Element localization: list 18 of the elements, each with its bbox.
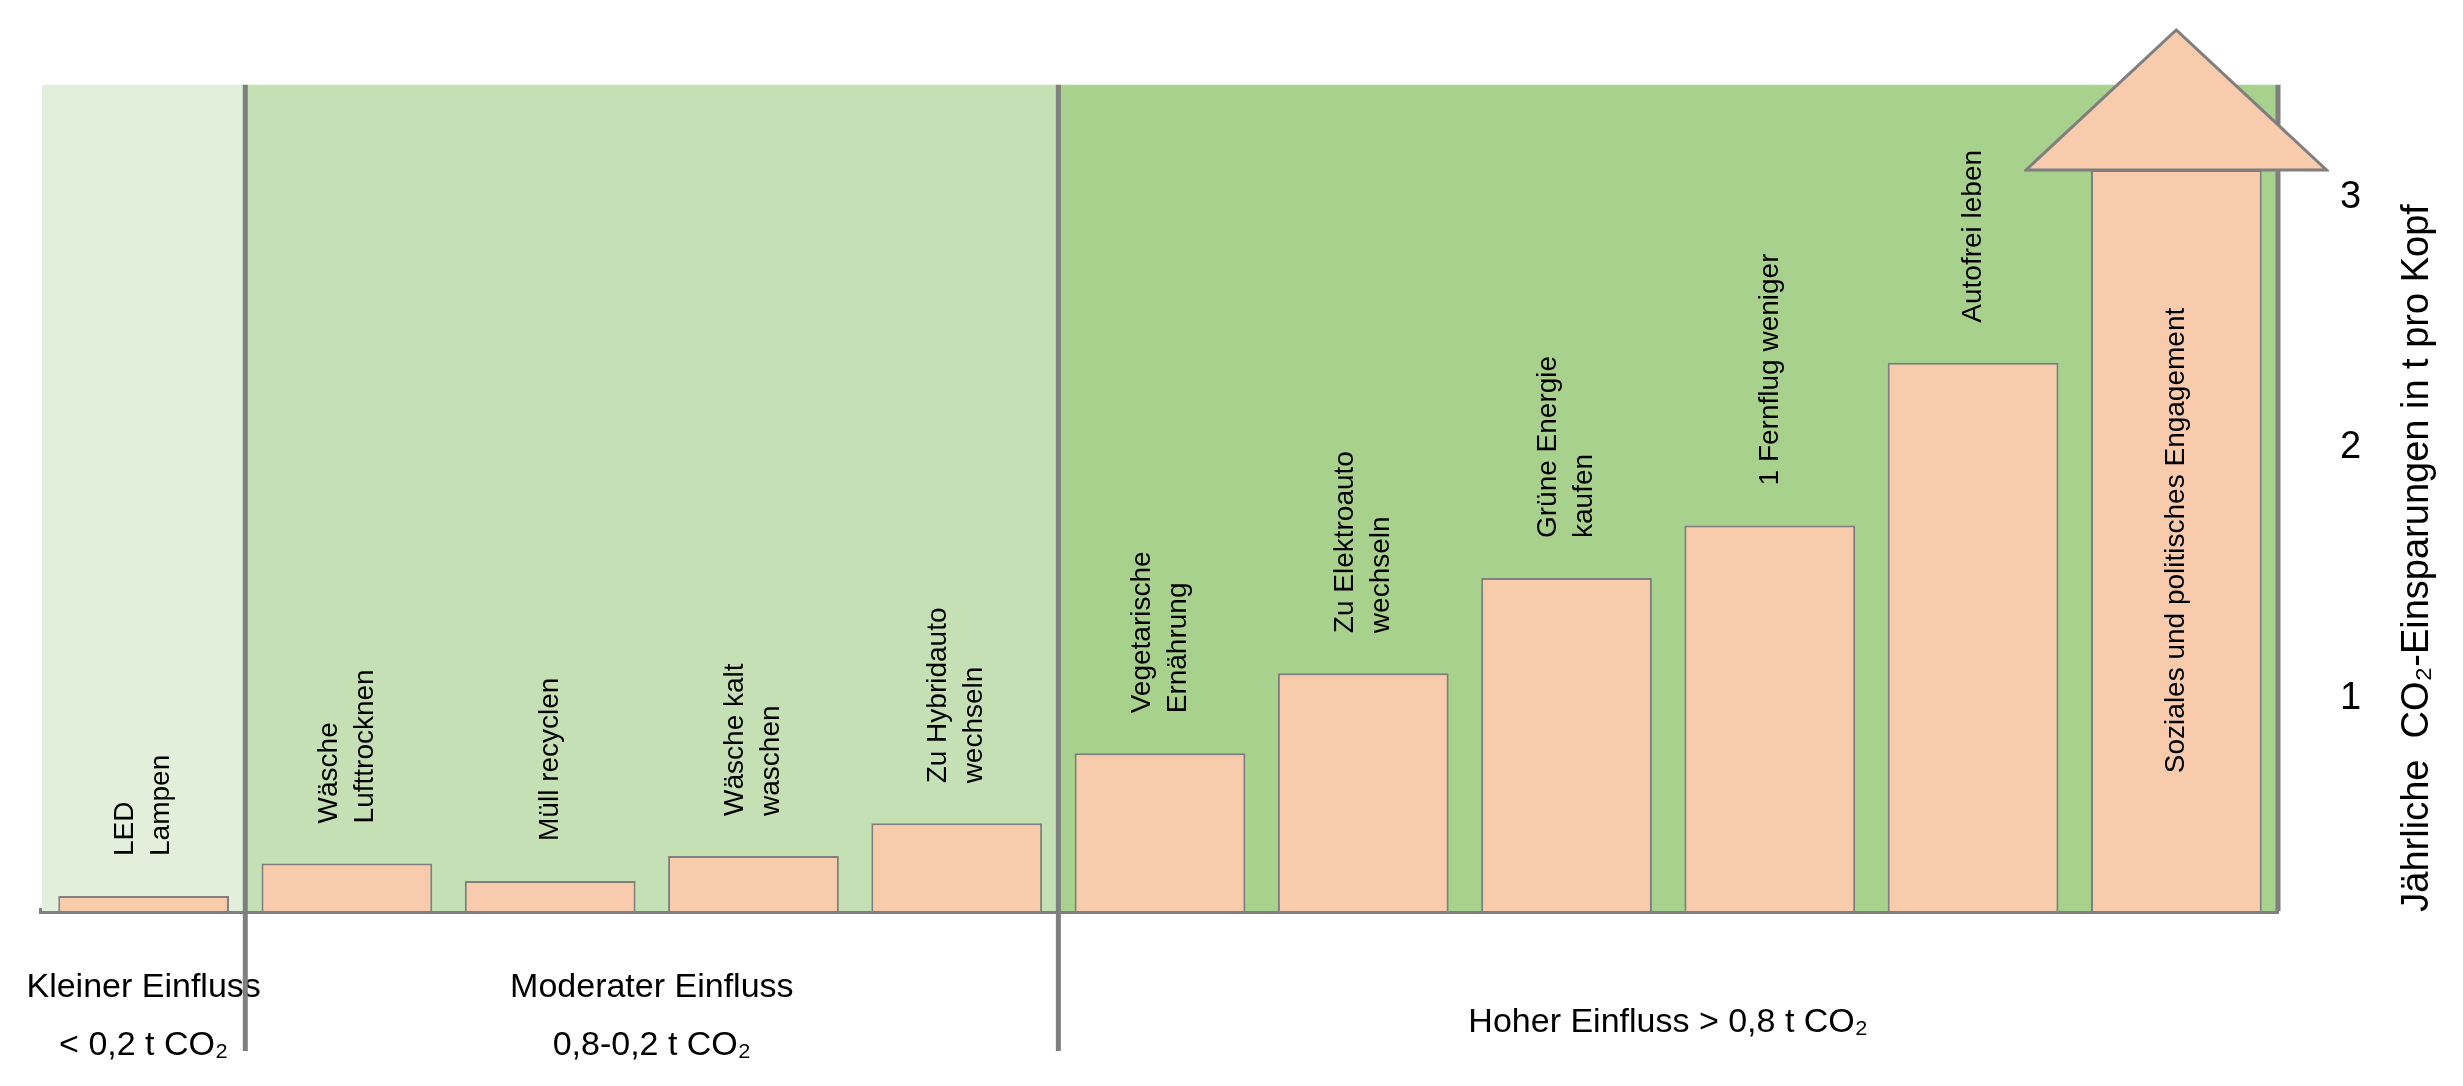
x-tick-label: Wäsche Lufttrocknen [311,669,379,824]
x-tick-label: Zu Elektroauto wechseln [1327,451,1395,635]
x-tick-label: Autofrei leben [1955,149,1987,323]
y-tick-label: 3 [2340,173,2362,216]
y-axis-title: Jährliche CO₂-Einsparungen in t pro Kopf [2394,203,2437,912]
band-label: Moderater Einfluss 0,8-0,2 t CO₂ [510,966,794,1063]
band-label: Kleiner Einfluss < 0,2 t CO₂ [26,966,261,1063]
x-tick-label: LED Lampen [108,754,176,856]
band-label: Hoher Einfluss > 0,8 t CO₂ [1468,1001,1869,1040]
x-tick-label: Müll recyclen [532,677,564,841]
x-tick-label: Grüne Energie kaufen [1531,355,1599,539]
y-tick-label: 1 [2340,674,2362,717]
x-tick-label: Wäsche kalt waschen [718,663,786,817]
x-tick-label: Vegetarische Ernährung [1124,551,1192,714]
x-tick-label: Soziales und politisches Engagement [2159,307,2191,774]
x-tick-label: 1 Fernflug weniger [1752,253,1784,486]
y-tick-label: 2 [2340,424,2362,467]
x-tick-label: Zu Hybridauto wechseln [921,607,989,785]
